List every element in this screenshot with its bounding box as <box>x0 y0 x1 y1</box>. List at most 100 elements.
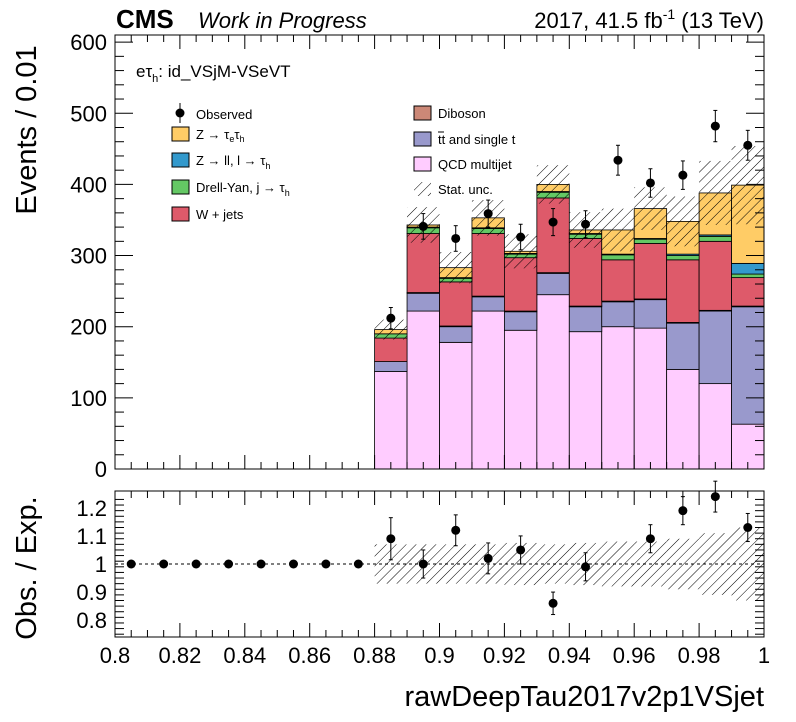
bar-wjets-18 <box>698 240 732 311</box>
lumi-label: 2017, 41.5 fb-1 (13 TeV) <box>534 6 764 33</box>
legend-swatch-qcd <box>413 156 432 172</box>
stat-unc-8 <box>374 319 408 340</box>
observed-point-9 <box>678 170 688 180</box>
ratio-point-11 <box>483 553 493 563</box>
ratio-xtick-label-4: 0.88 <box>353 643 396 668</box>
ratio-point-2 <box>191 559 201 569</box>
stat-unc-18 <box>699 160 732 225</box>
legend-swatch-stat-unc <box>414 182 431 196</box>
ratio-unc-17 <box>666 538 700 590</box>
legend-entry-qcd: QCD multijet <box>413 156 512 172</box>
svg-text:Z → ll, l → τh: Z → ll, l → τh <box>196 153 270 171</box>
ratio-point-17 <box>678 506 688 516</box>
stat-unc-15 <box>601 208 635 252</box>
observed-point-7 <box>613 155 623 165</box>
bar-zll-19 <box>731 262 765 275</box>
ratio-panel: 0.8 0.9 1 1.1 1.2 0.8 0.82 0.84 0.86 0.88 0.9 0.92… <box>76 480 770 668</box>
bar-wjets-15 <box>601 259 635 302</box>
legend-swatch-ttbar <box>413 131 432 147</box>
observed-point-2 <box>451 233 461 243</box>
legend-entry-wjets: W + jets <box>171 206 244 222</box>
ratio-point-12 <box>516 545 526 555</box>
legend-entry-ttbar: tt and single t <box>413 131 516 147</box>
bar-ttbar-19 <box>731 306 765 425</box>
ratio-xtick-label-10: 1 <box>758 643 770 668</box>
ratio-ytick-label-4: 1.2 <box>76 496 107 521</box>
bar-qcd-19 <box>731 423 765 470</box>
ratio-unc-15 <box>601 541 635 587</box>
svg-text:tt and single t: tt and single t <box>438 132 516 147</box>
bar-wjets-8 <box>374 337 408 362</box>
bar-qcd-9 <box>406 310 440 470</box>
observed-point-6 <box>581 219 591 229</box>
bar-qcd-8 <box>374 371 408 470</box>
legend: Observed Z → τeτh Z → ll, l → τh Drell-Y… <box>171 103 516 222</box>
experiment-label: CMS <box>116 4 174 34</box>
observed-point-1 <box>418 221 428 231</box>
ratio-point-5 <box>288 559 298 569</box>
legend-entry-observed: Observed <box>175 103 252 123</box>
ratio-ytick-label-1: 0.9 <box>76 580 107 605</box>
ratio-xtick-label-7: 0.94 <box>548 643 591 668</box>
bar-ttbar-12 <box>503 311 538 331</box>
bar-wjets-10 <box>439 281 473 327</box>
bar-wjets-11 <box>471 233 505 297</box>
svg-text:Z → τeτh: Z → τeτh <box>196 127 244 144</box>
ratio-point-13 <box>548 598 558 608</box>
ratio-point-1 <box>159 559 169 569</box>
bar-wjets-14 <box>568 238 603 307</box>
bar-ttbar-14 <box>568 306 603 333</box>
bar-qcd-15 <box>601 326 635 470</box>
bar-wjets-9 <box>406 233 440 293</box>
ratio-point-16 <box>645 534 655 544</box>
bar-wjets-17 <box>666 259 700 323</box>
ratio-xtick-label-6: 0.92 <box>483 643 526 668</box>
observed-point-10 <box>710 121 720 131</box>
observed-point-5 <box>548 217 558 227</box>
bar-qcd-18 <box>698 383 732 470</box>
legend-entry-stat-unc: Stat. unc. <box>414 182 493 197</box>
bar-ttbar-9 <box>406 292 440 312</box>
x-axis-title: rawDeepTau2017v2p1VSjet <box>404 681 764 713</box>
main-ytick-label-500: 500 <box>70 101 107 126</box>
legend-swatch-zll <box>171 152 190 168</box>
bar-qcd-11 <box>471 310 505 470</box>
bar-ttbar-8 <box>374 361 408 372</box>
ratio-point-9 <box>418 559 428 569</box>
main-panel: 0 100 200 300 400 500 600 <box>70 30 765 482</box>
bar-ttbar-17 <box>666 322 700 370</box>
main-ytick-label-300: 300 <box>70 244 107 269</box>
ratio-point-10 <box>451 525 461 535</box>
status-label: Work in Progress <box>198 8 367 33</box>
bar-dy-15 <box>601 254 635 261</box>
legend-swatch-ztt <box>171 126 190 142</box>
legend-entry-diboson: Diboson <box>413 105 486 121</box>
observed-point-11 <box>743 140 753 150</box>
ratio-unc-10 <box>439 544 472 584</box>
bar-qcd-16 <box>633 327 668 470</box>
ratio-ytick-label-2: 1 <box>95 552 107 577</box>
bar-qcd-12 <box>503 329 538 470</box>
main-y-axis-title: Events / 0.01 <box>11 45 43 214</box>
svg-text:QCD multijet: QCD multijet <box>438 157 512 172</box>
ratio-xtick-label-5: 0.9 <box>424 643 455 668</box>
observed-point-4 <box>516 232 526 242</box>
svg-text:W + jets: W + jets <box>196 207 244 222</box>
bar-ttbar-15 <box>601 301 635 328</box>
bar-dy-16 <box>633 238 668 244</box>
ratio-point-0 <box>126 559 136 569</box>
ratio-point-7 <box>353 559 363 569</box>
legend-swatch-dy <box>171 179 190 195</box>
svg-text:Drell-Yan, j → τh: Drell-Yan, j → τh <box>196 180 290 198</box>
ratio-xtick-label-9: 0.98 <box>678 643 721 668</box>
stat-unc-13 <box>536 165 570 204</box>
legend-entry-ztt: Z → τeτh <box>171 126 244 144</box>
bar-dy-18 <box>698 235 732 242</box>
bar-ttbar-18 <box>698 310 732 385</box>
main-ytick-label-400: 400 <box>70 172 107 197</box>
bar-ttbar-13 <box>536 272 570 296</box>
legend-swatch-wjets <box>171 206 190 222</box>
ratio-xtick-label-0: 0.8 <box>100 643 131 668</box>
stat-unc-17 <box>666 196 700 247</box>
